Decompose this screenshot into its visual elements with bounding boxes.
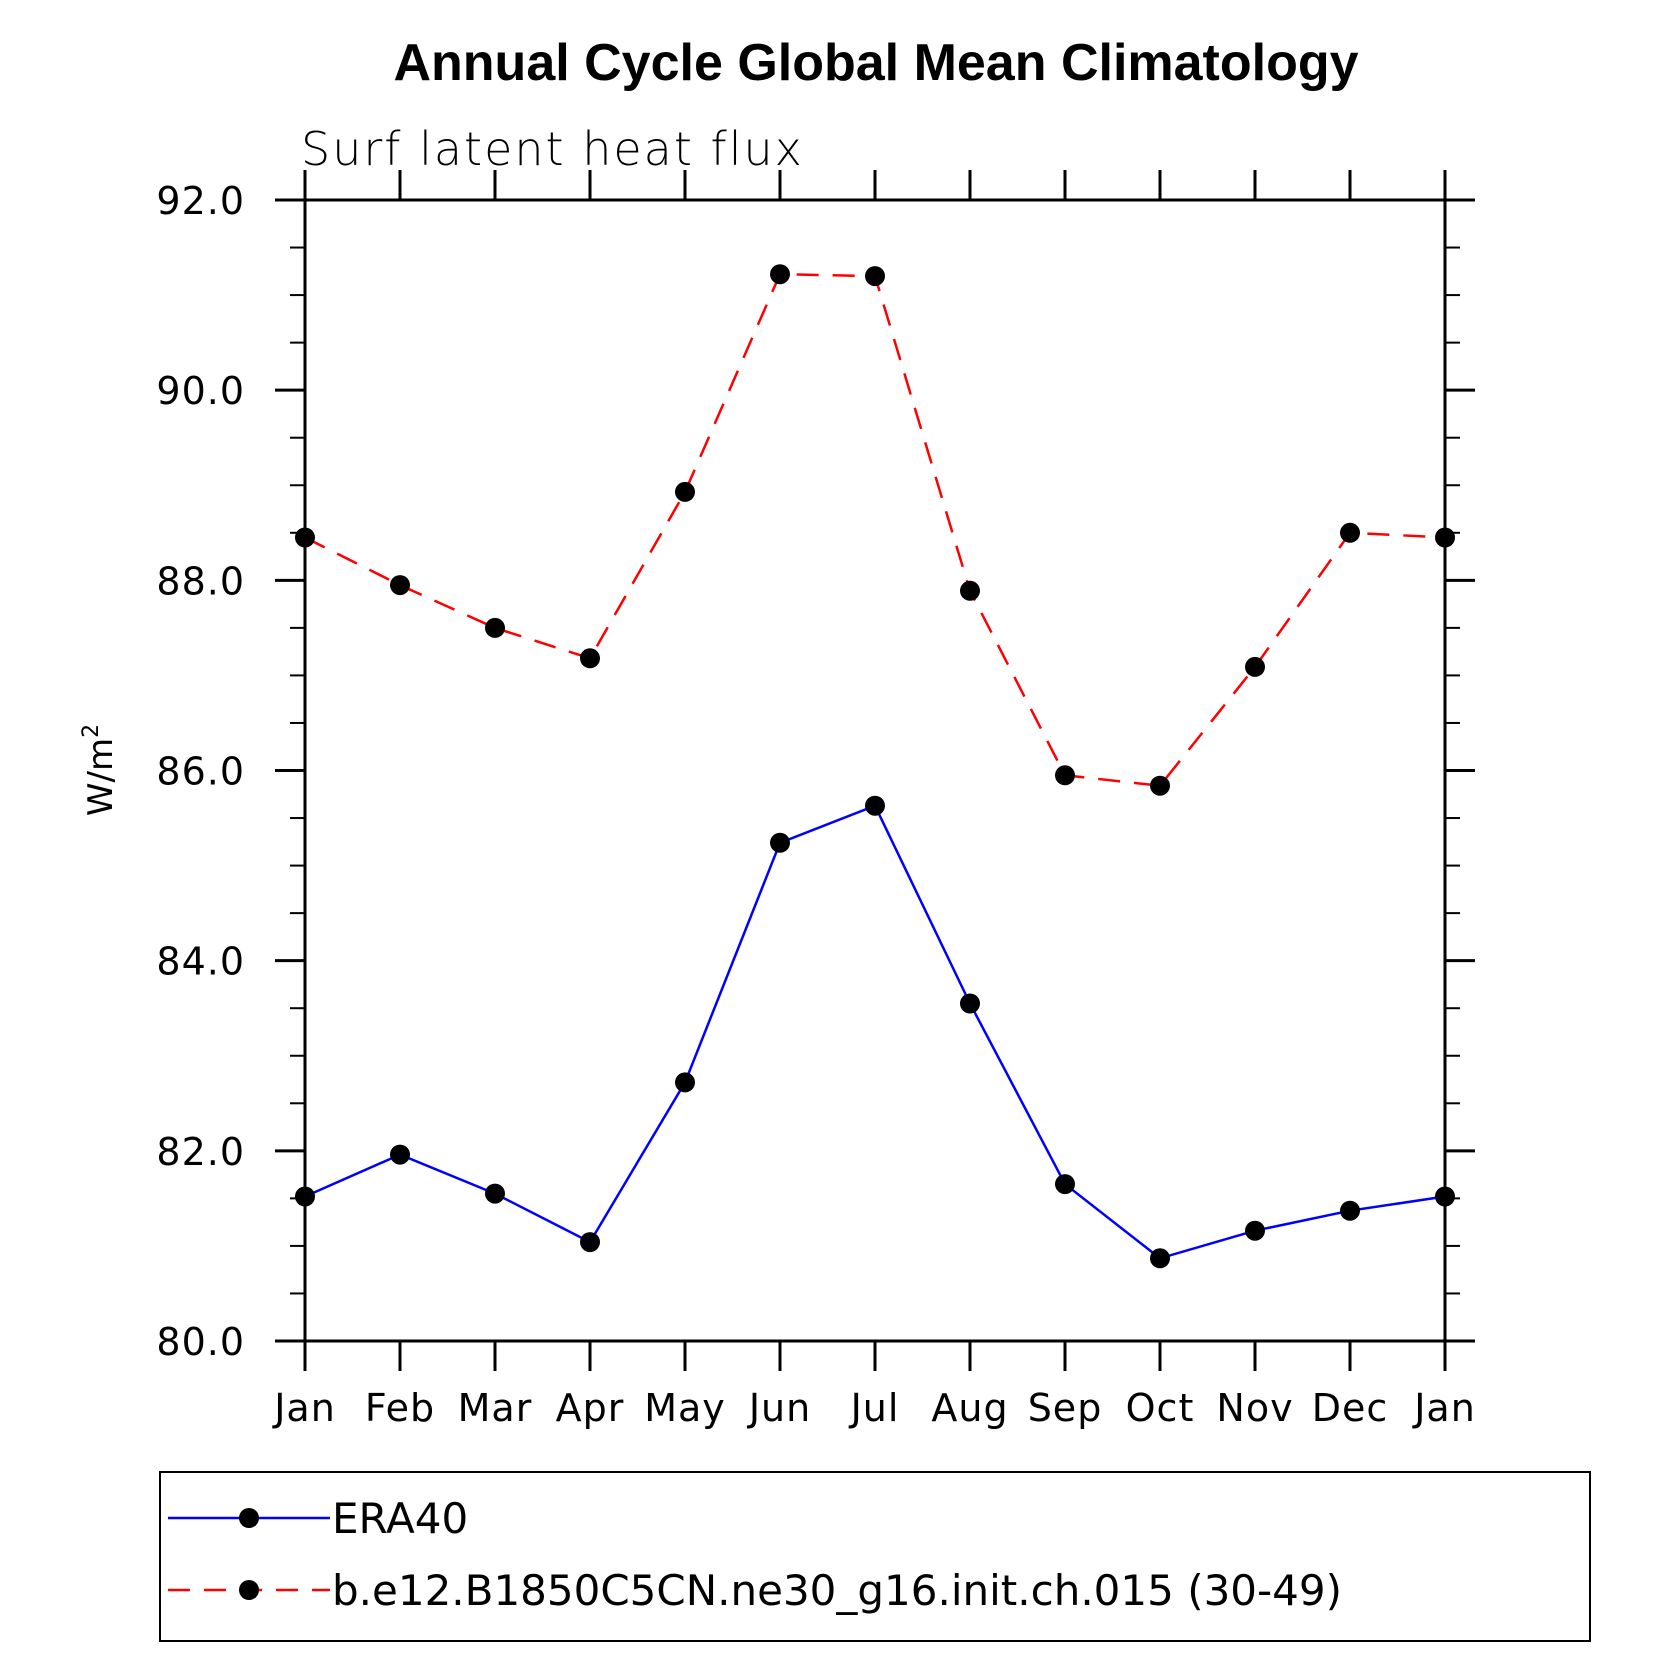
data-point-series-0 — [390, 1144, 410, 1165]
legend-label-model: b.e12.B1850C5CN.ne30_g16.init.ch.015 (30… — [332, 1566, 1342, 1615]
data-point-series-1 — [770, 264, 790, 285]
x-tick-label: Aug — [931, 1386, 1008, 1430]
y-tick-label: 88.0 — [156, 559, 245, 603]
x-tick-label: Dec — [1312, 1386, 1389, 1430]
data-point-series-1 — [1055, 765, 1075, 786]
y-tick-label: 84.0 — [156, 940, 245, 984]
axis-ticks — [275, 170, 1475, 1371]
data-point-series-0 — [1150, 1248, 1170, 1269]
chart-subtitle: Surf latent heat flux — [301, 122, 804, 176]
x-tick-label: Jul — [849, 1386, 900, 1430]
series-points — [295, 264, 1455, 1269]
x-tick-label: Mar — [458, 1386, 533, 1430]
data-point-series-1 — [580, 648, 600, 669]
x-tick-label: Jun — [747, 1386, 811, 1430]
data-point-series-1 — [1150, 775, 1170, 796]
x-tick-labels: Jan Feb Mar Apr May Jun Jul Aug Sep Oct Nov Dec Jan — [272, 1386, 1476, 1430]
legend: ERA40 b.e12.B1850C5CN.ne30_g16.init.ch.0… — [159, 1471, 1591, 1642]
data-point-series-1 — [960, 580, 980, 601]
data-point-series-0 — [485, 1183, 505, 1204]
data-point-series-1 — [390, 575, 410, 596]
y-tick-labels: 80.0 82.0 84.0 86.0 88.0 90.0 92.0 — [156, 179, 245, 1364]
legend-marker-model — [239, 1580, 259, 1600]
y-tick-label: 82.0 — [156, 1130, 245, 1174]
data-point-series-0 — [1340, 1200, 1360, 1221]
data-point-series-0 — [1245, 1220, 1265, 1241]
data-point-series-0 — [960, 993, 980, 1014]
series-lines — [304, 272, 1446, 1260]
chart-title: Annual Cycle Global Mean Climatology — [393, 34, 1358, 92]
data-point-series-1 — [485, 617, 505, 638]
x-tick-label: Jan — [1412, 1386, 1476, 1430]
legend-box — [159, 1471, 1591, 1642]
y-axis-label-text: W/m — [81, 738, 121, 816]
y-tick-label: 80.0 — [156, 1320, 245, 1364]
legend-marker-era40 — [239, 1508, 259, 1528]
y-axis-label-superscript: 2 — [79, 724, 104, 738]
series-line-1 — [304, 272, 1446, 788]
data-point-series-0 — [1055, 1174, 1075, 1195]
legend-label-era40: ERA40 — [332, 1494, 468, 1543]
x-tick-label: May — [644, 1386, 726, 1430]
series-line-0 — [304, 804, 1446, 1260]
svg-text:W/m2: W/m2 — [79, 724, 121, 816]
data-point-series-0 — [580, 1232, 600, 1253]
x-tick-label: Oct — [1126, 1386, 1195, 1430]
data-point-series-1 — [1245, 656, 1265, 677]
data-point-series-0 — [675, 1072, 695, 1093]
x-tick-label: Nov — [1216, 1386, 1293, 1430]
data-point-series-0 — [770, 832, 790, 853]
x-tick-label: Sep — [1028, 1386, 1103, 1430]
y-axis-label: W/m2 — [79, 724, 121, 816]
data-point-series-1 — [675, 481, 695, 502]
y-tick-label: 90.0 — [156, 369, 245, 413]
data-point-series-1 — [1340, 522, 1360, 543]
y-tick-label: 92.0 — [156, 179, 245, 223]
x-tick-label: Feb — [365, 1386, 435, 1430]
y-tick-label: 86.0 — [156, 750, 245, 794]
x-tick-label: Jan — [272, 1386, 336, 1430]
x-tick-label: Apr — [556, 1386, 625, 1430]
plot-frame — [303, 198, 1447, 1343]
data-point-series-1 — [865, 266, 885, 287]
data-point-series-0 — [865, 795, 885, 816]
